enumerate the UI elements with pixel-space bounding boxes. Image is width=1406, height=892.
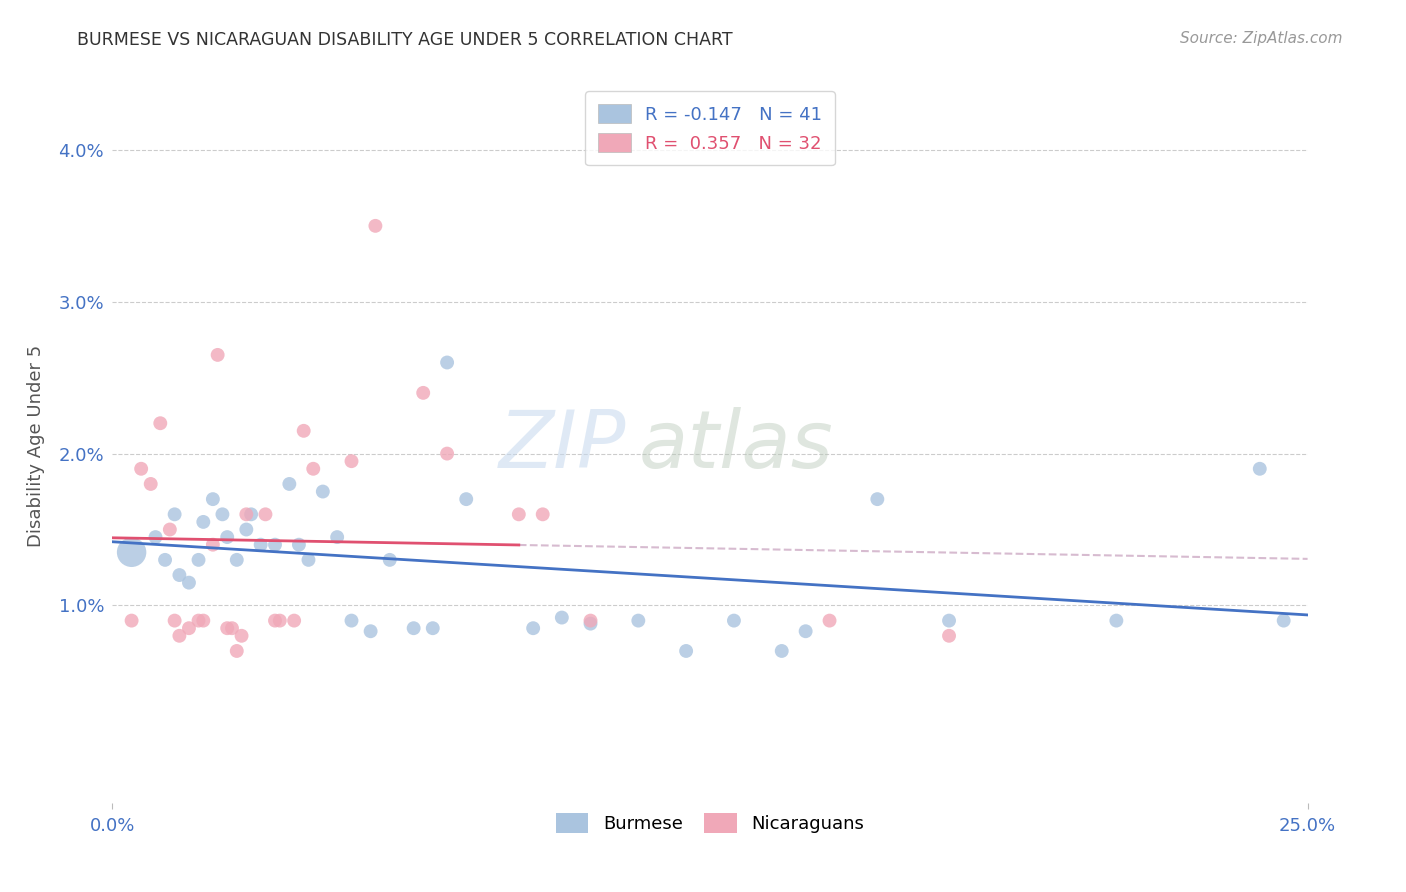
Point <box>340 614 363 628</box>
Point <box>211 508 233 522</box>
Point <box>187 614 209 628</box>
Point <box>201 492 224 507</box>
Point <box>522 621 544 635</box>
Point <box>866 492 889 507</box>
Point <box>938 629 960 643</box>
Point <box>129 462 152 476</box>
Point <box>193 614 215 628</box>
Text: Source: ZipAtlas.com: Source: ZipAtlas.com <box>1180 31 1343 46</box>
Point <box>225 644 247 658</box>
Point <box>770 644 793 658</box>
Point <box>1249 462 1271 476</box>
Point <box>169 629 191 643</box>
Point <box>326 530 349 544</box>
Point <box>283 614 305 628</box>
Point <box>169 568 191 582</box>
Point <box>269 614 291 628</box>
Point <box>508 508 530 522</box>
Point <box>360 624 382 639</box>
Point <box>436 355 458 369</box>
Point <box>145 530 167 544</box>
Point <box>818 614 841 628</box>
Point <box>187 553 209 567</box>
Point <box>121 545 143 559</box>
Point <box>177 575 200 590</box>
Point <box>240 508 263 522</box>
Point <box>235 523 257 537</box>
Point <box>201 538 224 552</box>
Point <box>235 508 257 522</box>
Point <box>436 447 458 461</box>
Point <box>217 530 239 544</box>
Point <box>221 621 243 635</box>
Point <box>278 477 301 491</box>
Point <box>723 614 745 628</box>
Point <box>139 477 162 491</box>
Point <box>579 614 602 628</box>
Text: atlas: atlas <box>638 407 834 485</box>
Point <box>297 553 319 567</box>
Point <box>288 538 311 552</box>
Point <box>193 515 215 529</box>
Point <box>938 614 960 628</box>
Point <box>231 629 253 643</box>
Point <box>264 614 287 628</box>
Point <box>422 621 444 635</box>
Point <box>159 523 181 537</box>
Text: BURMESE VS NICARAGUAN DISABILITY AGE UNDER 5 CORRELATION CHART: BURMESE VS NICARAGUAN DISABILITY AGE UND… <box>77 31 733 49</box>
Point <box>249 538 271 552</box>
Point <box>675 644 697 658</box>
Point <box>794 624 817 639</box>
Point <box>163 508 186 522</box>
Text: ZIP: ZIP <box>499 407 627 485</box>
Point <box>225 553 247 567</box>
Point <box>254 508 277 522</box>
Legend: Burmese, Nicaraguans: Burmese, Nicaraguans <box>546 802 875 844</box>
Point <box>217 621 239 635</box>
Point <box>1272 614 1295 628</box>
Point <box>149 416 172 430</box>
Point <box>207 348 229 362</box>
Point <box>312 484 335 499</box>
Point <box>302 462 325 476</box>
Point <box>627 614 650 628</box>
Point <box>402 621 425 635</box>
Point <box>121 614 143 628</box>
Point <box>412 385 434 400</box>
Point <box>163 614 186 628</box>
Point <box>340 454 363 468</box>
Y-axis label: Disability Age Under 5: Disability Age Under 5 <box>27 345 45 547</box>
Point <box>579 616 602 631</box>
Point <box>1105 614 1128 628</box>
Point <box>153 553 176 567</box>
Point <box>292 424 315 438</box>
Point <box>177 621 200 635</box>
Point <box>531 508 554 522</box>
Point <box>551 610 574 624</box>
Point <box>264 538 287 552</box>
Point <box>364 219 387 233</box>
Point <box>378 553 401 567</box>
Point <box>456 492 478 507</box>
